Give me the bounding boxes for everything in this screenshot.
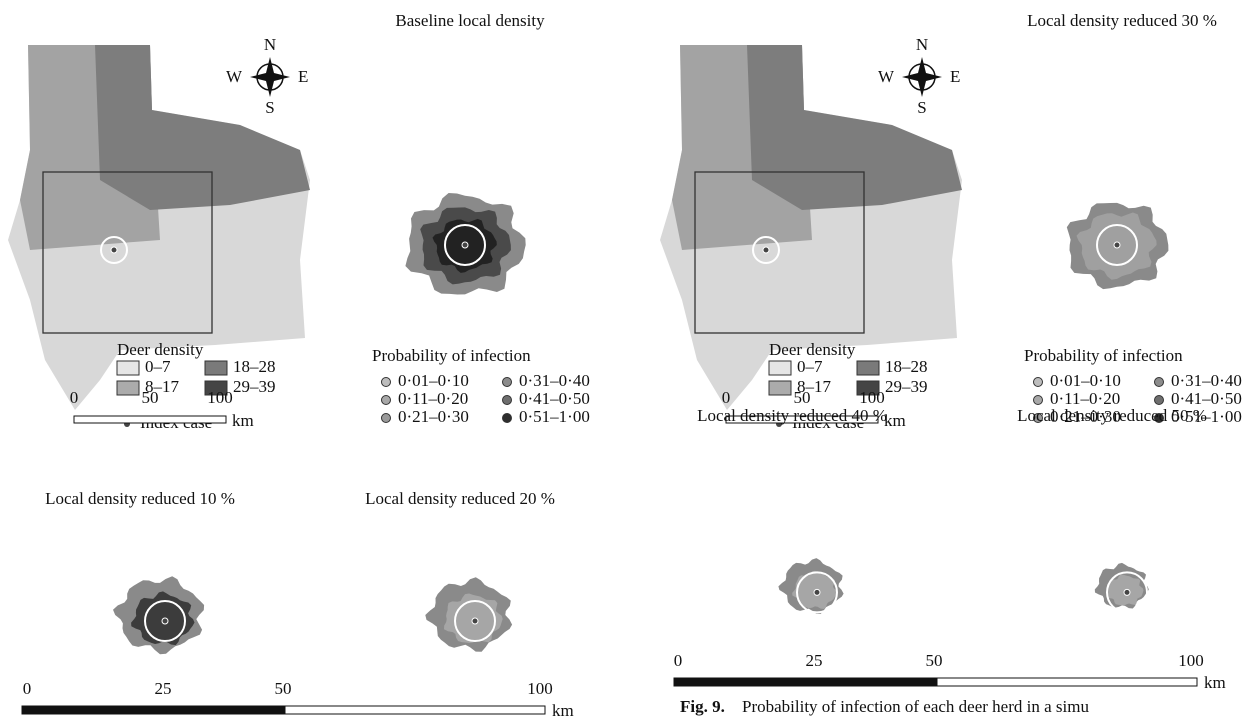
- probability-legend-title: Probability of infection: [372, 346, 531, 365]
- index-dot: [111, 247, 117, 253]
- map-highest: [747, 45, 962, 210]
- subtitle: Local density reduced 20 %: [365, 489, 555, 508]
- compass-w: W: [878, 67, 895, 86]
- small-scale-bar: [937, 678, 1197, 686]
- subtitle: Local density reduced 40 %: [697, 406, 887, 425]
- deer-legend-label: 29–39: [233, 377, 276, 396]
- probability-legend-label: 0·01–0·10: [1050, 371, 1121, 390]
- index-dot: [1124, 589, 1130, 595]
- panel-title: Local density reduced 30 %: [1027, 11, 1217, 30]
- compass-e: E: [950, 67, 960, 86]
- subtitle: Local density reduced 10 %: [45, 489, 235, 508]
- deer-swatch: [769, 361, 791, 375]
- deer-swatch: [769, 381, 791, 395]
- deer-swatch: [205, 361, 227, 375]
- index-dot: [1114, 242, 1120, 248]
- compass-n: N: [264, 35, 276, 54]
- deer-legend-label: 0–7: [145, 357, 171, 376]
- small-scale-unit: km: [1204, 673, 1226, 692]
- probability-legend-label: 0·51–1·00: [519, 407, 590, 426]
- small-scale-fill: [674, 678, 937, 686]
- deer-swatch: [857, 361, 879, 375]
- deer-swatch: [117, 361, 139, 375]
- small-scale-label: 50: [275, 679, 292, 698]
- probability-swatch: [382, 396, 391, 405]
- probability-swatch: [503, 396, 512, 405]
- deer-legend-label: 29–39: [885, 377, 928, 396]
- index-dot: [763, 247, 769, 253]
- probability-swatch: [382, 414, 391, 423]
- probability-swatch: [1034, 378, 1043, 387]
- scale-label: 0: [70, 388, 79, 407]
- index-dot: [472, 618, 478, 624]
- scale-label: 100: [207, 388, 233, 407]
- probability-legend-title: Probability of infection: [1024, 346, 1183, 365]
- scale-label: 50: [142, 388, 159, 407]
- probability-swatch: [1155, 396, 1164, 405]
- probability-legend-label: 0·11–0·20: [398, 389, 468, 408]
- small-scale-label: 0: [23, 679, 32, 698]
- deer-legend-label: 0–7: [797, 357, 823, 376]
- probability-legend-label: 0·21–0·30: [398, 407, 469, 426]
- deer-swatch: [117, 381, 139, 395]
- small-scale-label: 100: [1178, 651, 1204, 670]
- figure: Fig. 9. Probability of infection of each…: [0, 0, 1259, 719]
- page: Fig. 9. Probability of infection of each…: [0, 0, 1259, 719]
- probability-swatch: [503, 378, 512, 387]
- scale-label: 0: [722, 388, 731, 407]
- small-scale-label: 100: [527, 679, 553, 698]
- probability-swatch: [1155, 378, 1164, 387]
- scale-bar: [74, 416, 226, 423]
- probability-legend-label: 0·31–0·40: [1171, 371, 1242, 390]
- small-scale-label: 25: [155, 679, 172, 698]
- small-scale-fill: [22, 706, 285, 714]
- probability-legend-label: 0·41–0·50: [519, 389, 590, 408]
- deer-legend-label: 18–28: [233, 357, 276, 376]
- scale-label: 100: [859, 388, 885, 407]
- scale-label: 50: [794, 388, 811, 407]
- probability-legend-label: 0·01–0·10: [398, 371, 469, 390]
- subtitle: Local density reduced 50 %: [1017, 406, 1207, 425]
- compass-w: W: [226, 67, 243, 86]
- caption-text: Probability of infection of each deer he…: [742, 697, 1089, 716]
- deer-legend-label: 18–28: [885, 357, 928, 376]
- small-scale-label: 0: [674, 651, 683, 670]
- caption-label: Fig. 9.: [680, 697, 725, 716]
- index-dot: [162, 618, 168, 624]
- map-highest: [95, 45, 310, 210]
- small-scale-bar: [285, 706, 545, 714]
- probability-legend-label: 0·31–0·40: [519, 371, 590, 390]
- probability-swatch: [1034, 396, 1043, 405]
- compass-star: [902, 57, 942, 97]
- compass-s: S: [265, 98, 274, 117]
- compass-s: S: [917, 98, 926, 117]
- probability-swatch: [503, 414, 512, 423]
- index-dot: [814, 589, 820, 595]
- small-scale-unit: km: [552, 701, 574, 719]
- panel-title: Baseline local density: [395, 11, 545, 30]
- compass-e: E: [298, 67, 308, 86]
- small-scale-label: 50: [926, 651, 943, 670]
- index-dot: [462, 242, 468, 248]
- probability-swatch: [382, 378, 391, 387]
- compass-n: N: [916, 35, 928, 54]
- small-scale-label: 25: [806, 651, 823, 670]
- scale-unit: km: [884, 411, 906, 430]
- scale-unit: km: [232, 411, 254, 430]
- compass-star: [250, 57, 290, 97]
